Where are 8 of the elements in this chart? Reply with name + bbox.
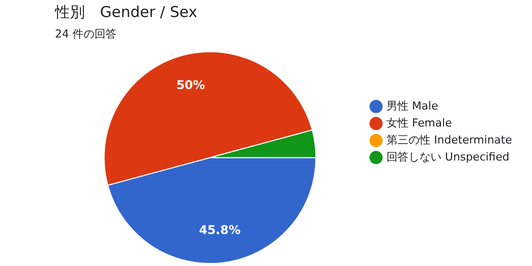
chart-title: 性別 Gender / Sex — [54, 2, 198, 21]
data-label: 50% — [176, 78, 206, 92]
data-label: 45.8% — [198, 223, 241, 238]
legend-label: 第三の性 Indeterminate — [386, 133, 512, 146]
chart-subtitle: 24 件の回答 — [55, 27, 116, 40]
legend-label: 女性 Female — [386, 116, 452, 130]
legend-label: 回答しない Unspecified — [386, 150, 510, 164]
legend-label: 男性 Male — [386, 99, 438, 112]
